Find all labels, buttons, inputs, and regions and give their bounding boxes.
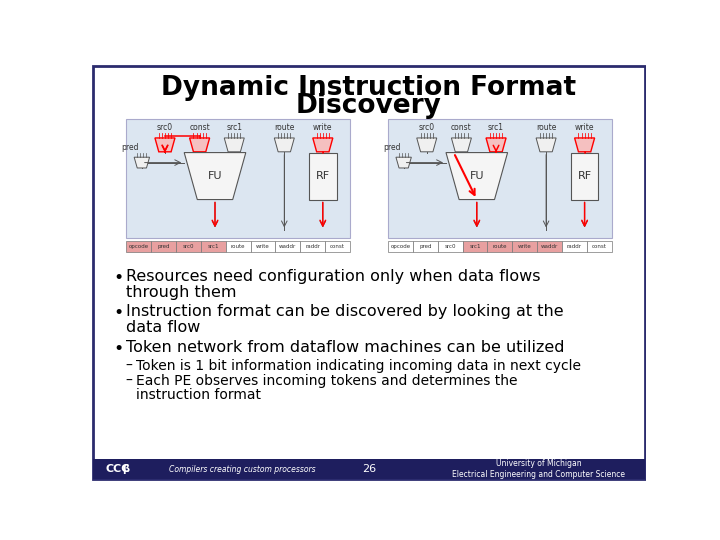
Text: route: route (492, 244, 507, 249)
Text: src1: src1 (488, 123, 504, 132)
Polygon shape (224, 138, 244, 152)
Polygon shape (312, 138, 333, 152)
Bar (251, 241, 275, 252)
Bar (388, 241, 413, 252)
Text: Dynamic Instruction Format: Dynamic Instruction Format (161, 75, 577, 101)
Text: instruction format: instruction format (137, 388, 261, 402)
Text: •: • (113, 269, 124, 287)
Text: 26: 26 (362, 464, 376, 474)
Text: RF: RF (577, 171, 592, 181)
Text: RF: RF (316, 171, 330, 181)
Bar (537, 241, 562, 252)
Bar (388, 119, 611, 238)
Text: Resources need configuration only when data flows: Resources need configuration only when d… (126, 269, 540, 284)
Text: opcode: opcode (390, 244, 410, 249)
Bar (587, 241, 611, 252)
Polygon shape (396, 157, 411, 168)
Text: src0: src0 (183, 244, 194, 249)
Bar (151, 241, 176, 252)
Text: write: write (256, 244, 270, 249)
Text: pred: pred (419, 244, 432, 249)
Bar (275, 241, 300, 252)
Polygon shape (451, 138, 472, 152)
Text: –: – (126, 374, 132, 388)
Text: Compilers creating custom processors: Compilers creating custom processors (168, 464, 315, 474)
Text: const: const (189, 123, 210, 132)
Bar (463, 241, 487, 252)
Polygon shape (189, 138, 210, 152)
Bar (201, 241, 225, 252)
Text: data flow: data flow (126, 320, 200, 335)
Text: const: const (330, 244, 345, 249)
Text: CCC: CCC (106, 464, 130, 474)
Text: src0: src0 (419, 123, 435, 132)
Text: route: route (231, 244, 246, 249)
Polygon shape (155, 138, 175, 152)
Polygon shape (575, 138, 595, 152)
Text: FU: FU (469, 171, 484, 181)
Text: waddr: waddr (279, 244, 297, 249)
Bar (176, 241, 201, 252)
Text: write: write (313, 123, 333, 132)
Text: through them: through them (126, 285, 236, 300)
Text: write: write (575, 123, 594, 132)
Text: src1: src1 (226, 123, 242, 132)
Text: Token is 1 bit information indicating incoming data in next cycle: Token is 1 bit information indicating in… (137, 359, 582, 373)
Polygon shape (274, 138, 294, 152)
Text: opcode: opcode (129, 244, 149, 249)
Text: University of Michigan
Electrical Engineering and Computer Science: University of Michigan Electrical Engine… (452, 460, 625, 479)
Text: •: • (113, 340, 124, 357)
Text: Instruction format can be discovered by looking at the: Instruction format can be discovered by … (126, 304, 563, 319)
Bar (127, 241, 151, 252)
Text: Discovery: Discovery (296, 93, 442, 119)
Text: FU: FU (208, 171, 222, 181)
Bar (571, 153, 598, 200)
Text: route: route (274, 123, 294, 132)
Text: src1: src1 (207, 244, 219, 249)
Polygon shape (446, 153, 508, 200)
Bar (309, 153, 337, 200)
Text: raddr: raddr (305, 244, 320, 249)
Bar (438, 241, 463, 252)
Text: route: route (536, 123, 557, 132)
Text: write: write (518, 244, 531, 249)
Text: pred: pred (121, 144, 139, 152)
Text: pred: pred (158, 244, 170, 249)
Text: pred: pred (383, 144, 400, 152)
Polygon shape (134, 157, 150, 168)
Bar (413, 241, 438, 252)
Polygon shape (417, 138, 437, 152)
Bar (94, 459, 644, 479)
Text: β: β (122, 464, 130, 474)
Text: const: const (451, 123, 472, 132)
Text: src0: src0 (444, 244, 456, 249)
Text: raddr: raddr (567, 244, 582, 249)
Bar (562, 241, 587, 252)
Text: •: • (113, 304, 124, 322)
Text: waddr: waddr (541, 244, 558, 249)
Text: src1: src1 (469, 244, 481, 249)
Bar (513, 241, 537, 252)
Text: –: – (126, 359, 132, 373)
Bar (127, 119, 350, 238)
Polygon shape (184, 153, 246, 200)
Text: const: const (592, 244, 606, 249)
Bar (325, 241, 350, 252)
Bar (225, 241, 251, 252)
Text: Each PE observes incoming tokens and determines the: Each PE observes incoming tokens and det… (137, 374, 518, 388)
Bar (300, 241, 325, 252)
Bar (487, 241, 513, 252)
Text: src0: src0 (157, 123, 173, 132)
Polygon shape (486, 138, 506, 152)
Polygon shape (536, 138, 556, 152)
Text: Token network from dataflow machines can be utilized: Token network from dataflow machines can… (126, 340, 564, 355)
